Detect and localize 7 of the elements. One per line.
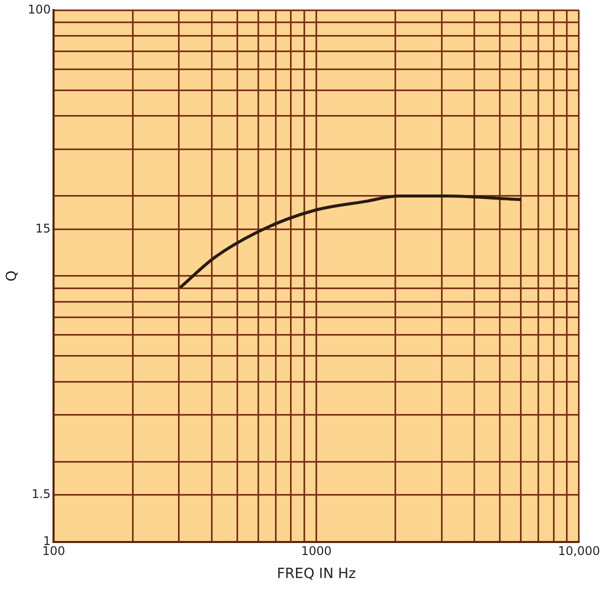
x-tick-label: 1000 — [301, 544, 332, 558]
y-tick-label: 100 — [28, 2, 51, 16]
y-tick-label: 15 — [35, 221, 51, 236]
y-axis-title: Q — [4, 270, 20, 282]
y-tick-label: 1.5 — [32, 487, 51, 502]
x-axis-title: FREQ IN Hz — [276, 566, 356, 582]
x-tick-label: 10,000 — [558, 544, 600, 558]
